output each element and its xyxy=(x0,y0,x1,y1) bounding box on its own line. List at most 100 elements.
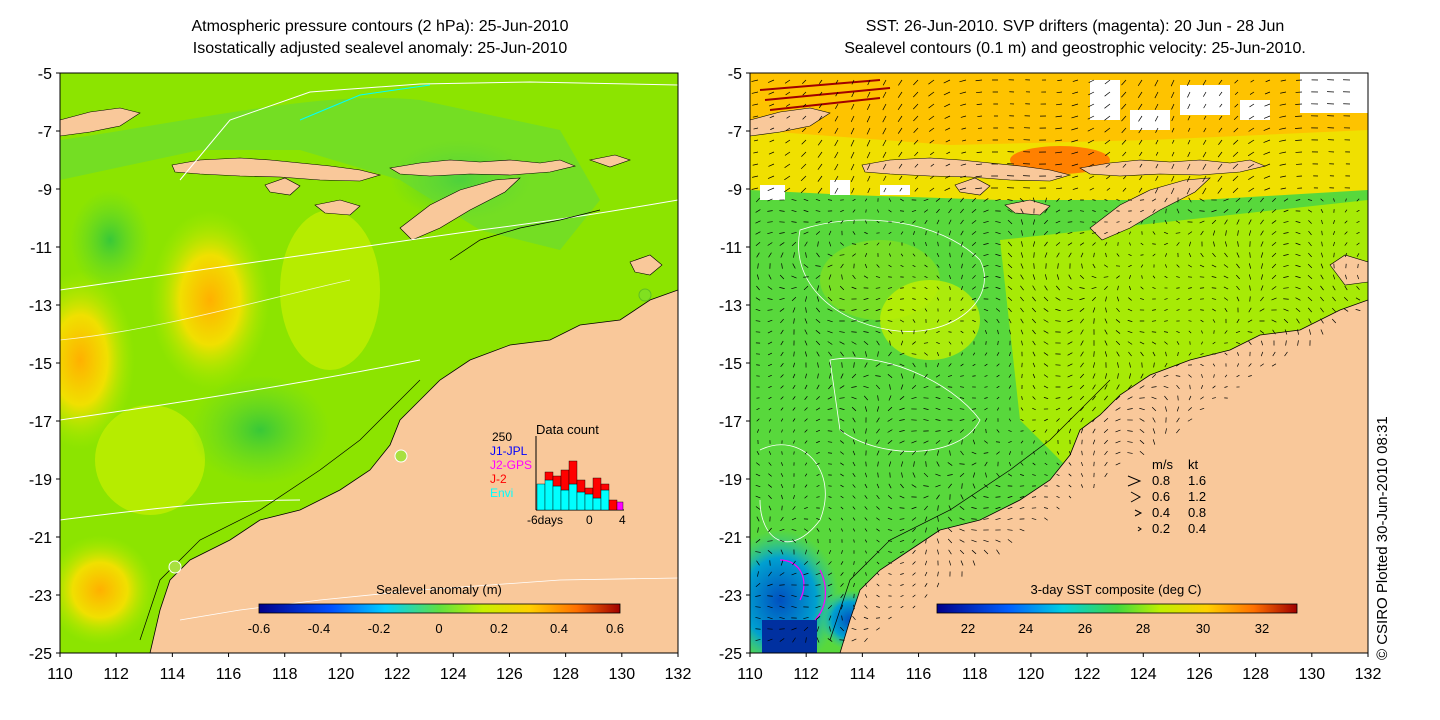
velocity-arrow xyxy=(1271,252,1277,258)
velocity-arrow xyxy=(1237,241,1239,247)
velocity-arrow xyxy=(1295,253,1301,257)
velocity-arrow xyxy=(996,451,1000,455)
velocity-arrow xyxy=(1139,450,1145,456)
velocity-arrow xyxy=(875,330,881,334)
velocity-arrow xyxy=(913,231,915,235)
velocity-arrow xyxy=(1187,418,1193,422)
velocity-arrow xyxy=(1117,373,1119,379)
velocity-arrow xyxy=(752,175,759,178)
velocity-arrow xyxy=(997,329,999,335)
velocity-arrow xyxy=(865,550,867,554)
velocity-arrow xyxy=(1271,231,1277,235)
velocity-arrow xyxy=(1202,175,1207,183)
velocity-arrow xyxy=(876,539,880,543)
velocity-arrow xyxy=(924,264,928,268)
velocity-arrow xyxy=(1055,285,1061,291)
velocity-arrow xyxy=(1175,220,1181,224)
velocity-arrow xyxy=(1186,175,1191,182)
velocity-arrow xyxy=(817,187,823,194)
velocity-arrow xyxy=(804,495,808,499)
velocity-arrow xyxy=(1271,274,1277,280)
velocity-arrow xyxy=(1295,221,1301,223)
velocity-arrow xyxy=(925,538,927,544)
velocity-arrow xyxy=(1171,103,1175,110)
velocity-arrow xyxy=(875,384,881,390)
velocity-arrow xyxy=(1069,428,1071,434)
velocity-arrow xyxy=(923,198,929,202)
velocity-arrow xyxy=(912,550,916,554)
velocity-arrow xyxy=(1357,263,1359,269)
velocity-arrow xyxy=(914,187,919,192)
velocity-arrow xyxy=(853,539,855,543)
velocity-arrow xyxy=(828,517,832,521)
velocity-arrow xyxy=(1356,198,1360,202)
velocity-arrow xyxy=(864,539,868,543)
velocity-arrow xyxy=(882,151,887,158)
velocity-arrow xyxy=(1187,103,1191,110)
velocity-arrow xyxy=(1199,198,1205,202)
velocity-arrow xyxy=(1045,274,1047,280)
velocity-arrow xyxy=(1121,91,1127,98)
velocity-arrow xyxy=(937,241,939,247)
velocity-arrow xyxy=(839,408,845,410)
velocity-arrow xyxy=(1345,274,1347,280)
velocity-arrow xyxy=(971,495,977,499)
velocity-arrow xyxy=(1008,418,1012,422)
velocity-arrow xyxy=(768,252,772,258)
velocity-arrow xyxy=(882,139,887,147)
velocity-arrow xyxy=(1055,231,1061,235)
velocity-arrow xyxy=(1081,263,1083,269)
lon-label: 114 xyxy=(160,666,186,683)
velocity-arrow xyxy=(876,417,880,423)
velocity-arrow xyxy=(1081,450,1083,456)
velocity-arrow xyxy=(1176,417,1180,423)
velocity-arrow xyxy=(1140,220,1144,224)
lon-label: 124 xyxy=(440,666,467,683)
velocity-arrow xyxy=(1260,252,1264,258)
velocity-arrow xyxy=(1320,263,1324,269)
legend-j1-jpl: J1-JPL xyxy=(490,444,528,458)
velocity-arrow xyxy=(1211,219,1217,225)
velocity-arrow xyxy=(828,561,832,565)
velocity-arrow xyxy=(937,230,939,236)
velocity-arrow xyxy=(804,418,808,422)
velocity-arrow xyxy=(804,528,808,532)
velocity-arrow xyxy=(1007,209,1013,213)
arrow-0-6-icon xyxy=(1130,491,1142,503)
velocity-arrow xyxy=(900,595,904,597)
velocity-arrow xyxy=(1032,241,1036,247)
velocity-arrow xyxy=(960,308,964,312)
velocity-arrow xyxy=(996,318,1000,324)
velocity-arrow xyxy=(959,528,965,532)
velocity-arrow xyxy=(1217,151,1223,158)
velocity-arrow xyxy=(768,151,775,155)
velocity-arrow xyxy=(1203,91,1207,97)
velocity-arrow xyxy=(948,549,952,555)
velocity-arrow xyxy=(1008,440,1012,444)
velocity-arrow xyxy=(1072,187,1079,190)
velocity-arrow xyxy=(1155,175,1159,181)
sla-tick: -0.2 xyxy=(368,621,390,636)
velocity-arrow xyxy=(755,617,761,619)
velocity-arrow xyxy=(1187,163,1191,170)
velocity-arrow xyxy=(1092,373,1096,379)
velocity-arrow xyxy=(1020,407,1024,411)
velocity-arrow xyxy=(1165,351,1167,357)
lat-label: -21 xyxy=(29,530,52,547)
velocity-arrow xyxy=(1056,91,1063,94)
velocity-arrow xyxy=(1202,79,1207,86)
lon-label: 120 xyxy=(1018,666,1045,683)
velocity-arrow xyxy=(923,342,929,344)
velocity-arrow xyxy=(863,275,869,279)
velocity-arrow xyxy=(1203,139,1207,145)
velocity-arrow xyxy=(802,91,807,96)
velocity-arrow xyxy=(816,485,820,487)
velocity-arrow xyxy=(949,230,951,236)
velocity-arrow xyxy=(1187,127,1191,132)
velocity-arrow xyxy=(1332,296,1336,302)
velocity-arrow xyxy=(897,115,903,122)
velocity-arrow xyxy=(804,440,808,444)
velocity-arrow xyxy=(961,439,963,445)
velocity-arrow xyxy=(996,363,1000,367)
